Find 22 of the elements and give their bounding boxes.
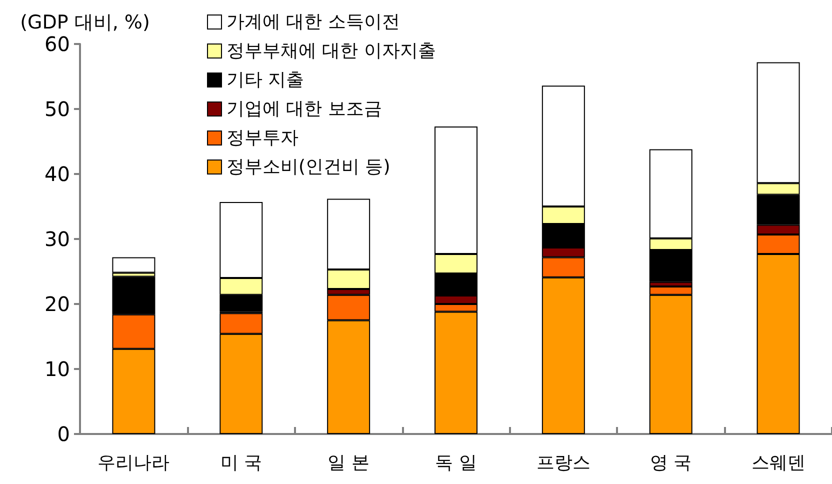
legend-label: 정부부채에 대한 이자지출 [226,40,436,62]
y-tick-label: 20 [44,292,70,316]
legend-label: 가계에 대한 소득이전 [226,12,400,32]
y-tick-label: 40 [44,162,70,186]
x-tick-label: 스웨덴 [751,452,806,474]
legend-label: 정부투자 [226,128,298,148]
y-axis-title: (GDP 대비, %) [20,12,150,34]
legend-label: 기업에 대한 보조금 [226,98,382,120]
x-tick-label: 독 일 [435,452,477,474]
legend-label: 기타 지출 [226,70,304,90]
x-tick-label: 미 국 [220,452,262,474]
y-tick-label: 0 [57,422,70,446]
y-tick-label: 50 [44,97,70,121]
legend-label: 정부소비(인건비 등) [226,156,390,178]
y-tick-label: 30 [44,227,70,251]
x-tick-label: 일 본 [328,452,370,474]
y-tick-label: 60 [44,32,70,56]
x-tick-label: 우리나라 [98,452,170,474]
bar [112,257,156,273]
x-tick-label: 영 국 [650,452,692,474]
x-tick-label: 프랑스 [536,452,590,474]
y-tick-label: 10 [44,357,70,381]
